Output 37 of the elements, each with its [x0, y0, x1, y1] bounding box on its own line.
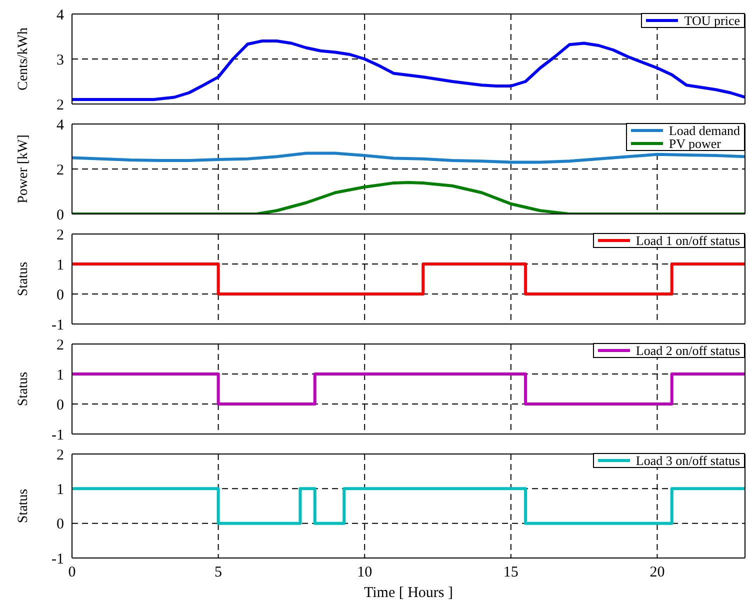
y-tick-label: 2: [56, 97, 64, 114]
y-tick-label: -1: [52, 317, 64, 334]
y-tick-label: 2: [56, 162, 64, 178]
y-axis-title: Power [kW]: [16, 134, 31, 204]
y-tick-label: 2: [56, 447, 64, 464]
y-tick-label: -1: [52, 551, 64, 568]
y-tick-label: 0: [56, 207, 64, 224]
y-axis-title: Cents/kWh: [16, 28, 31, 90]
y-tick-label: 4: [56, 117, 64, 134]
y-axis-title: Status: [16, 262, 31, 296]
y-tick-label: 2: [56, 337, 64, 354]
y-tick-label: 1: [56, 482, 64, 498]
x-tick-label: 0: [68, 564, 76, 581]
legend-label: Load demand: [668, 123, 740, 138]
x-tick-label: 5: [214, 564, 222, 581]
y-tick-label: 0: [56, 516, 64, 533]
y-tick-label: 0: [56, 397, 64, 414]
y-tick-label: 2: [56, 227, 64, 244]
legend-label: Load 2 on/off status: [636, 343, 740, 358]
legend-label: TOU price: [684, 13, 740, 28]
y-tick-label: 3: [56, 52, 64, 68]
legend-label: PV power: [668, 136, 721, 151]
y-tick-label: 1: [56, 367, 64, 384]
y-tick-label: 4: [56, 7, 64, 24]
y-tick-label: 0: [56, 287, 64, 304]
legend-label: Load 3 on/off status: [636, 453, 740, 468]
x-tick-label: 10: [357, 564, 372, 581]
y-axis-title: Status: [16, 372, 31, 406]
y-tick-label: -1: [52, 427, 64, 444]
line-series: [72, 40, 745, 101]
x-tick-label: 20: [650, 564, 665, 581]
y-axis-title: Status: [16, 488, 31, 524]
line-series: [72, 152, 745, 164]
legend-label: Load 1 on/off status: [636, 233, 740, 248]
x-axis-title: Time [ Hours ]: [364, 585, 454, 601]
y-tick-label: 1: [56, 257, 64, 274]
x-tick-label: 15: [503, 564, 518, 581]
